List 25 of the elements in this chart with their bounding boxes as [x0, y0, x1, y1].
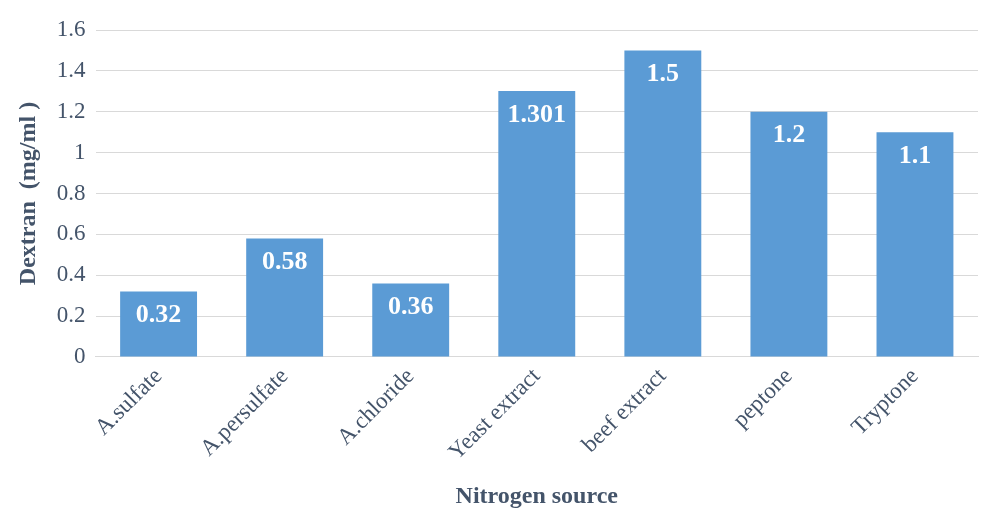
data-label: 1.301 — [507, 98, 567, 128]
y-tick-label: 1.6 — [56, 16, 86, 42]
y-axis-title: Dextran (mg/ml ) — [13, 101, 40, 286]
y-tick-label: 1.2 — [56, 97, 86, 123]
data-label: 1.2 — [772, 119, 806, 149]
bar — [876, 132, 954, 357]
y-tick-label: 0 — [74, 343, 86, 369]
bar — [750, 111, 828, 357]
bar — [372, 283, 450, 357]
x-axis-title: Nitrogen source — [455, 481, 619, 508]
bar — [498, 91, 576, 357]
y-tick-label: 0.8 — [56, 179, 86, 205]
data-label: 1.5 — [646, 58, 680, 88]
data-label: 0.36 — [387, 291, 434, 321]
data-label: 1.1 — [898, 139, 932, 169]
y-tick-label: 0.2 — [56, 302, 86, 328]
data-label: 0.58 — [261, 246, 308, 276]
data-label: 0.32 — [135, 299, 182, 329]
bar — [624, 50, 702, 357]
bar — [120, 291, 198, 357]
bar — [246, 238, 324, 357]
y-tick-label: 0.6 — [56, 220, 86, 246]
y-tick-label: 1 — [74, 138, 86, 164]
y-tick-label: 1.4 — [56, 56, 87, 82]
y-tick-label: 0.4 — [56, 261, 87, 287]
